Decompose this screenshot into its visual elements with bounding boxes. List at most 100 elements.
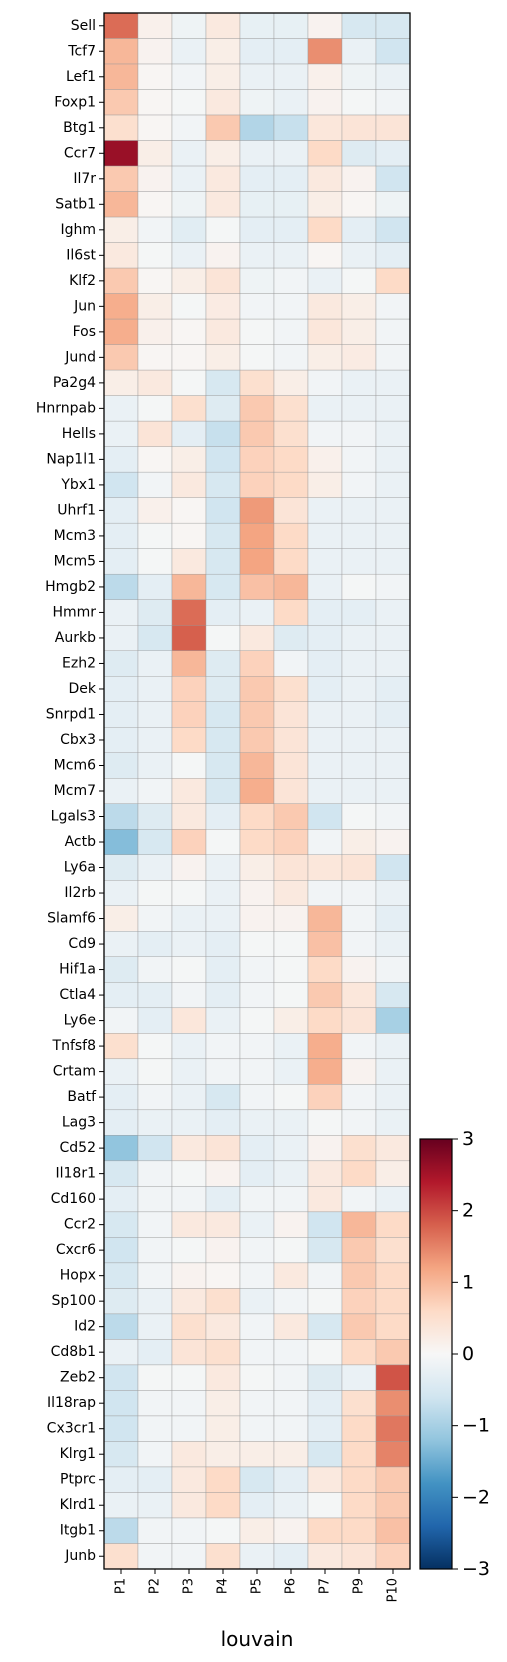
heatmap-cell-Ezh2-P3 [171, 650, 207, 677]
row-label-Dek: Dek [68, 681, 96, 697]
heatmap-cell-Mcm5-P2 [137, 548, 173, 575]
heatmap-cell-Sp100-P2 [137, 1288, 173, 1315]
heatmap-cell-Itgb1-P6 [273, 1517, 309, 1544]
heatmap-cell-Mcm6-P7 [307, 752, 343, 779]
heatmap-cell-Btg1-P1 [103, 114, 139, 141]
heatmap-cell-Ezh2-P2 [137, 650, 173, 677]
heatmap-cell-Ctla4-P2 [137, 982, 173, 1009]
row-label-Lgals3: Lgals3 [51, 809, 96, 825]
row-label-Ctla4: Ctla4 [59, 987, 96, 1003]
heatmap-cell-Dek-P3 [171, 676, 207, 702]
heatmap-cell-Hells-P6 [273, 420, 309, 447]
heatmap-cell-Ly6e-P4 [205, 1007, 241, 1034]
row-label-Hells: Hells [62, 426, 96, 442]
heatmap-cell-Il7r-P1 [103, 165, 139, 192]
heatmap-cell-Mcm5-P10 [375, 548, 411, 575]
row-label-Foxp1: Foxp1 [54, 94, 96, 110]
heatmap-cell-Slamf6-P5 [239, 905, 275, 932]
heatmap-cell-Klf2-P9 [341, 267, 377, 294]
heatmap-cell-Mcm7-P2 [137, 778, 173, 804]
heatmap-cell-Junb-P3 [171, 1543, 207, 1570]
heatmap-cell-Btg1-P2 [137, 114, 173, 141]
heatmap-cell-Cbx3-P2 [137, 727, 173, 753]
heatmap-cell-Slamf6-P3 [171, 905, 207, 932]
row-label-Ighm: Ighm [60, 222, 96, 238]
heatmap-cell-Sp100-P10 [375, 1288, 411, 1315]
heatmap-cell-Snrpd1-P3 [171, 701, 207, 728]
heatmap-cell-Jun-P5 [239, 293, 275, 320]
heatmap-cell-Jund-P1 [103, 344, 139, 371]
heatmap-cell-Hopx-P3 [171, 1262, 207, 1289]
heatmap-cell-Il2rb-P7 [307, 880, 343, 906]
heatmap-cell-Lef1-P2 [137, 63, 173, 90]
heatmap-cell-Ighm-P10 [375, 216, 411, 243]
heatmap-cell-Klrd1-P5 [239, 1492, 275, 1519]
heatmap-cell-Uhrf1-P3 [171, 497, 207, 524]
colorbar-tick-label: 3 [462, 1128, 474, 1150]
heatmap-cell-Itgb1-P5 [239, 1517, 275, 1544]
heatmap-cell-Il7r-P10 [375, 165, 411, 192]
heatmap-cell-Ccr7-P2 [137, 140, 173, 167]
heatmap-cell-Ccr2-P6 [273, 1211, 309, 1238]
heatmap-cell-Ccr2-P7 [307, 1211, 343, 1238]
heatmap-cell-Cd160-P7 [307, 1186, 343, 1213]
row-label-Cd8b1: Cd8b1 [51, 1344, 96, 1360]
heatmap-cell-Mcm3-P6 [273, 522, 309, 549]
heatmap-cell-Cbx3-P6 [273, 727, 309, 753]
heatmap-cell-Jun-P2 [137, 293, 173, 320]
heatmap-cell-Crtam-P1 [103, 1058, 139, 1085]
row-label-Junb: Junb [64, 1548, 96, 1564]
heatmap-cell-Cbx3-P5 [239, 727, 275, 753]
heatmap-cell-Batf-P7 [307, 1084, 343, 1111]
heatmap-cell-Lgals3-P4 [205, 803, 241, 830]
heatmap-cell-Ighm-P2 [137, 216, 173, 243]
heatmap-cell-Satb1-P9 [341, 191, 377, 218]
heatmap-cell-Cd160-P3 [171, 1186, 207, 1213]
heatmap-cell-Lef1-P1 [103, 63, 139, 90]
heatmap-cell-Actb-P9 [341, 829, 377, 855]
heatmap-cell-Ighm-P7 [307, 216, 343, 243]
heatmap-cell-Ly6e-P3 [171, 1007, 207, 1034]
row-label-Ly6e: Ly6e [64, 1013, 96, 1029]
heatmap-cell-Il18rap-P3 [171, 1390, 207, 1417]
heatmap-cell-Mcm3-P2 [137, 522, 173, 549]
heatmap-cell-Ly6e-P9 [341, 1007, 377, 1034]
column-label-P6: P6 [284, 1578, 299, 1594]
heatmap-cell-Batf-P10 [375, 1084, 411, 1111]
heatmap-cell-Jund-P10 [375, 344, 411, 371]
heatmap-cell-Hnrnpab-P10 [375, 395, 411, 422]
column-label-P9: P9 [352, 1578, 367, 1594]
heatmap-cell-Itgb1-P9 [341, 1517, 377, 1544]
heatmap-cell-Junb-P10 [375, 1543, 411, 1570]
heatmap-cell-Klf2-P1 [103, 267, 139, 294]
heatmap-cell-Lag3-P9 [341, 1109, 377, 1136]
heatmap-cell-Cd8b1-P9 [341, 1339, 377, 1366]
row-label-Ybx1: Ybx1 [60, 477, 96, 493]
heatmap-cell-Hells-P10 [375, 420, 411, 447]
column-label-P5: P5 [250, 1578, 265, 1594]
heatmap-cell-Ezh2-P5 [239, 650, 275, 677]
heatmap-cell-Ezh2-P9 [341, 650, 377, 677]
heatmap-cell-Mcm3-P10 [375, 522, 411, 549]
heatmap-cell-Batf-P3 [171, 1084, 207, 1111]
heatmap-cell-Id2-P9 [341, 1313, 377, 1340]
heatmap-cell-Snrpd1-P7 [307, 701, 343, 728]
heatmap-cell-Mcm6-P5 [239, 752, 275, 779]
heatmap-cell-Ly6a-P6 [273, 854, 309, 881]
heatmap-cell-Hells-P2 [137, 420, 173, 447]
heatmap-cell-Tcf7-P4 [205, 38, 241, 65]
heatmap-cell-Mcm5-P7 [307, 548, 343, 575]
heatmap-cell-Aurkb-P1 [103, 625, 139, 651]
heatmap-cell-Pa2g4-P6 [273, 369, 309, 396]
heatmap-cell-Ccr7-P10 [375, 140, 411, 167]
heatmap-cell-Pa2g4-P10 [375, 369, 411, 396]
heatmap-cell-Cd9-P2 [137, 931, 173, 958]
heatmap-cell-Cx3cr1-P1 [103, 1415, 139, 1442]
heatmap-cell-Dek-P6 [273, 676, 309, 702]
heatmap-cell-Uhrf1-P4 [205, 497, 241, 524]
heatmap-cell-Id2-P3 [171, 1313, 207, 1340]
heatmap-cell-Fos-P2 [137, 318, 173, 345]
heatmap-cell-Il18rap-P10 [375, 1390, 411, 1417]
heatmap-cell-Ly6e-P5 [239, 1007, 275, 1034]
